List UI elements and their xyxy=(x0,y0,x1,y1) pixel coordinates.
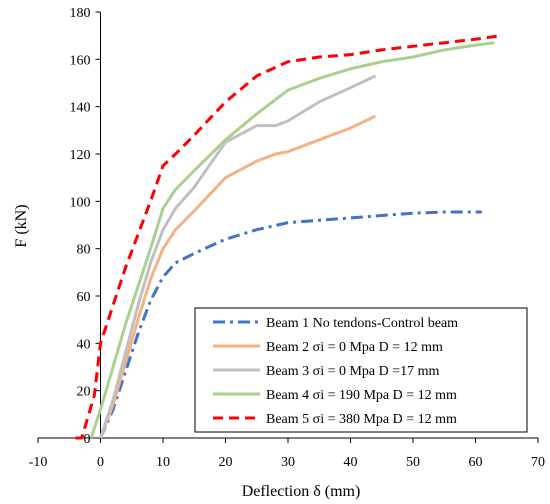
x-axis-ticks: -10 0 10 20 30 40 50 60 70 xyxy=(29,438,545,470)
x-axis-title: Deflection δ (mm) xyxy=(242,483,361,500)
series-line-beam-4 xyxy=(89,41,495,439)
y-tick-label: 180 xyxy=(70,6,91,21)
legend-label-beam-5: Beam 5 σi = 380 Mpa D = 12 mm xyxy=(266,412,457,427)
legend-label-beam-2: Beam 2 σi = 0 Mpa D = 12 mm xyxy=(266,340,443,355)
x-tick-label: 30 xyxy=(281,455,295,470)
y-tick-label: 60 xyxy=(77,290,91,305)
legend-label-beam-3: Beam 3 σi = 0 Mpa D =17 mm xyxy=(266,364,440,379)
y-tick-label: 80 xyxy=(77,243,91,258)
legend-label-beam-4: Beam 4 σi = 190 Mpa D = 12 mm xyxy=(266,388,457,403)
x-tick-label: -10 xyxy=(29,455,48,470)
x-tick-label: 0 xyxy=(97,455,104,470)
legend: Beam 1 No tendons-Control beam Beam 2 σi … xyxy=(194,307,528,433)
x-tick-label: 10 xyxy=(156,455,170,470)
x-tick-label: 70 xyxy=(531,455,545,470)
series-line-beam-3 xyxy=(99,74,377,439)
y-axis-title: F (kN) xyxy=(13,204,30,247)
y-tick-label: 40 xyxy=(77,337,91,352)
x-tick-label: 20 xyxy=(219,455,233,470)
series-line-beam-5 xyxy=(75,34,501,440)
y-tick-label: 140 xyxy=(70,101,91,116)
y-tick-label: 100 xyxy=(70,195,91,210)
y-axis-ticks: 0 20 40 60 80 100 120 140 160 180 xyxy=(70,6,101,447)
y-tick-label: 160 xyxy=(70,53,91,68)
x-tick-label: 50 xyxy=(406,455,420,470)
y-tick-label: 0 xyxy=(84,432,91,447)
y-tick-label: 120 xyxy=(70,148,91,163)
legend-label-beam-1: Beam 1 No tendons-Control beam xyxy=(266,316,458,331)
y-tick-label: 20 xyxy=(77,385,91,400)
series-layer xyxy=(75,34,501,440)
series-line-beam-2 xyxy=(99,114,377,439)
x-tick-label: 60 xyxy=(469,455,483,470)
x-tick-label: 40 xyxy=(344,455,358,470)
